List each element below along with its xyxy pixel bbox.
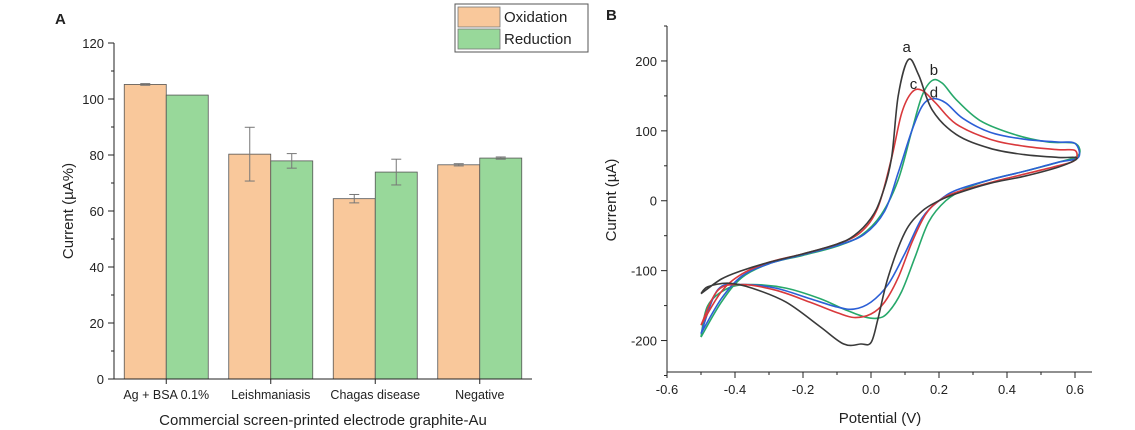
curve-label-c: c bbox=[910, 76, 918, 93]
x-tick-label: Negative bbox=[455, 388, 504, 402]
legend-swatch-oxidation bbox=[457, 6, 501, 28]
panel-b-y-axis-title: Current (µA) bbox=[603, 159, 620, 242]
y-tick-label: -100 bbox=[631, 264, 657, 279]
curve-label-b: b bbox=[930, 62, 938, 79]
x-tick-label: 0.0 bbox=[862, 382, 880, 397]
x-tick-label: Leishmaniasis bbox=[231, 388, 310, 402]
legend-label-oxidation: Oxidation bbox=[504, 9, 567, 26]
panel-a-y-axis-title: Current (µA%) bbox=[60, 163, 77, 259]
panel-b-line-chart: B -200 -100 0 100 200 -0.6 -0.4 -0.2 0.0 0.2 0.4 0… bbox=[603, 7, 1092, 427]
panel-a-bar-chart: A 0 20 40 60 80 100 120 Ag + BSA 0.1% Leishmani… bbox=[55, 3, 589, 429]
cv-curve-d bbox=[700, 97, 1081, 334]
y-tick-label: 120 bbox=[82, 36, 104, 51]
bar-reduction-3 bbox=[479, 157, 523, 380]
y-tick-label: 200 bbox=[635, 54, 657, 69]
legend-swatch-reduction bbox=[457, 28, 501, 50]
x-tick-label: -0.2 bbox=[792, 382, 814, 397]
x-tick-label: 0.6 bbox=[1066, 382, 1084, 397]
panel-a-legend: Oxidation Reduction bbox=[454, 3, 589, 53]
y-tick-label: 80 bbox=[90, 148, 104, 163]
panel-a-x-axis-title: Commercial screen-printed electrode grap… bbox=[159, 412, 487, 429]
bar-reduction-0 bbox=[165, 94, 209, 380]
x-tick-label: -0.6 bbox=[656, 382, 678, 397]
bar-oxidation-3 bbox=[437, 164, 481, 380]
curve-label-a: a bbox=[903, 39, 912, 56]
bar-oxidation-2 bbox=[332, 198, 376, 380]
bar-oxidation-0 bbox=[123, 84, 167, 380]
x-tick-label: 0.4 bbox=[998, 382, 1016, 397]
x-tick-label: Ag + BSA 0.1% bbox=[123, 388, 209, 402]
y-tick-label: 40 bbox=[90, 260, 104, 275]
bar-oxidation-1 bbox=[228, 153, 272, 380]
y-tick-label: 0 bbox=[97, 372, 104, 387]
cv-curve-a bbox=[700, 58, 1078, 347]
y-tick-label: -200 bbox=[631, 334, 657, 349]
curve-label-d: d bbox=[930, 84, 938, 101]
cv-curve-b bbox=[700, 78, 1081, 338]
x-tick-label: Chagas disease bbox=[330, 388, 420, 402]
x-tick-label: 0.2 bbox=[930, 382, 948, 397]
y-tick-label: 60 bbox=[90, 204, 104, 219]
bar-reduction-2 bbox=[374, 171, 418, 380]
y-tick-label: 100 bbox=[82, 92, 104, 107]
bar-reduction-1 bbox=[270, 160, 314, 380]
y-tick-label: 0 bbox=[650, 194, 657, 209]
y-tick-label: 20 bbox=[90, 316, 104, 331]
panel-b-x-axis-title: Potential (V) bbox=[839, 410, 922, 427]
panel-b-label: B bbox=[606, 7, 617, 24]
panel-a-label: A bbox=[55, 11, 66, 28]
legend-label-reduction: Reduction bbox=[504, 31, 572, 48]
y-tick-label: 100 bbox=[635, 124, 657, 139]
x-tick-label: -0.4 bbox=[724, 382, 746, 397]
cv-curve-c bbox=[700, 88, 1078, 326]
